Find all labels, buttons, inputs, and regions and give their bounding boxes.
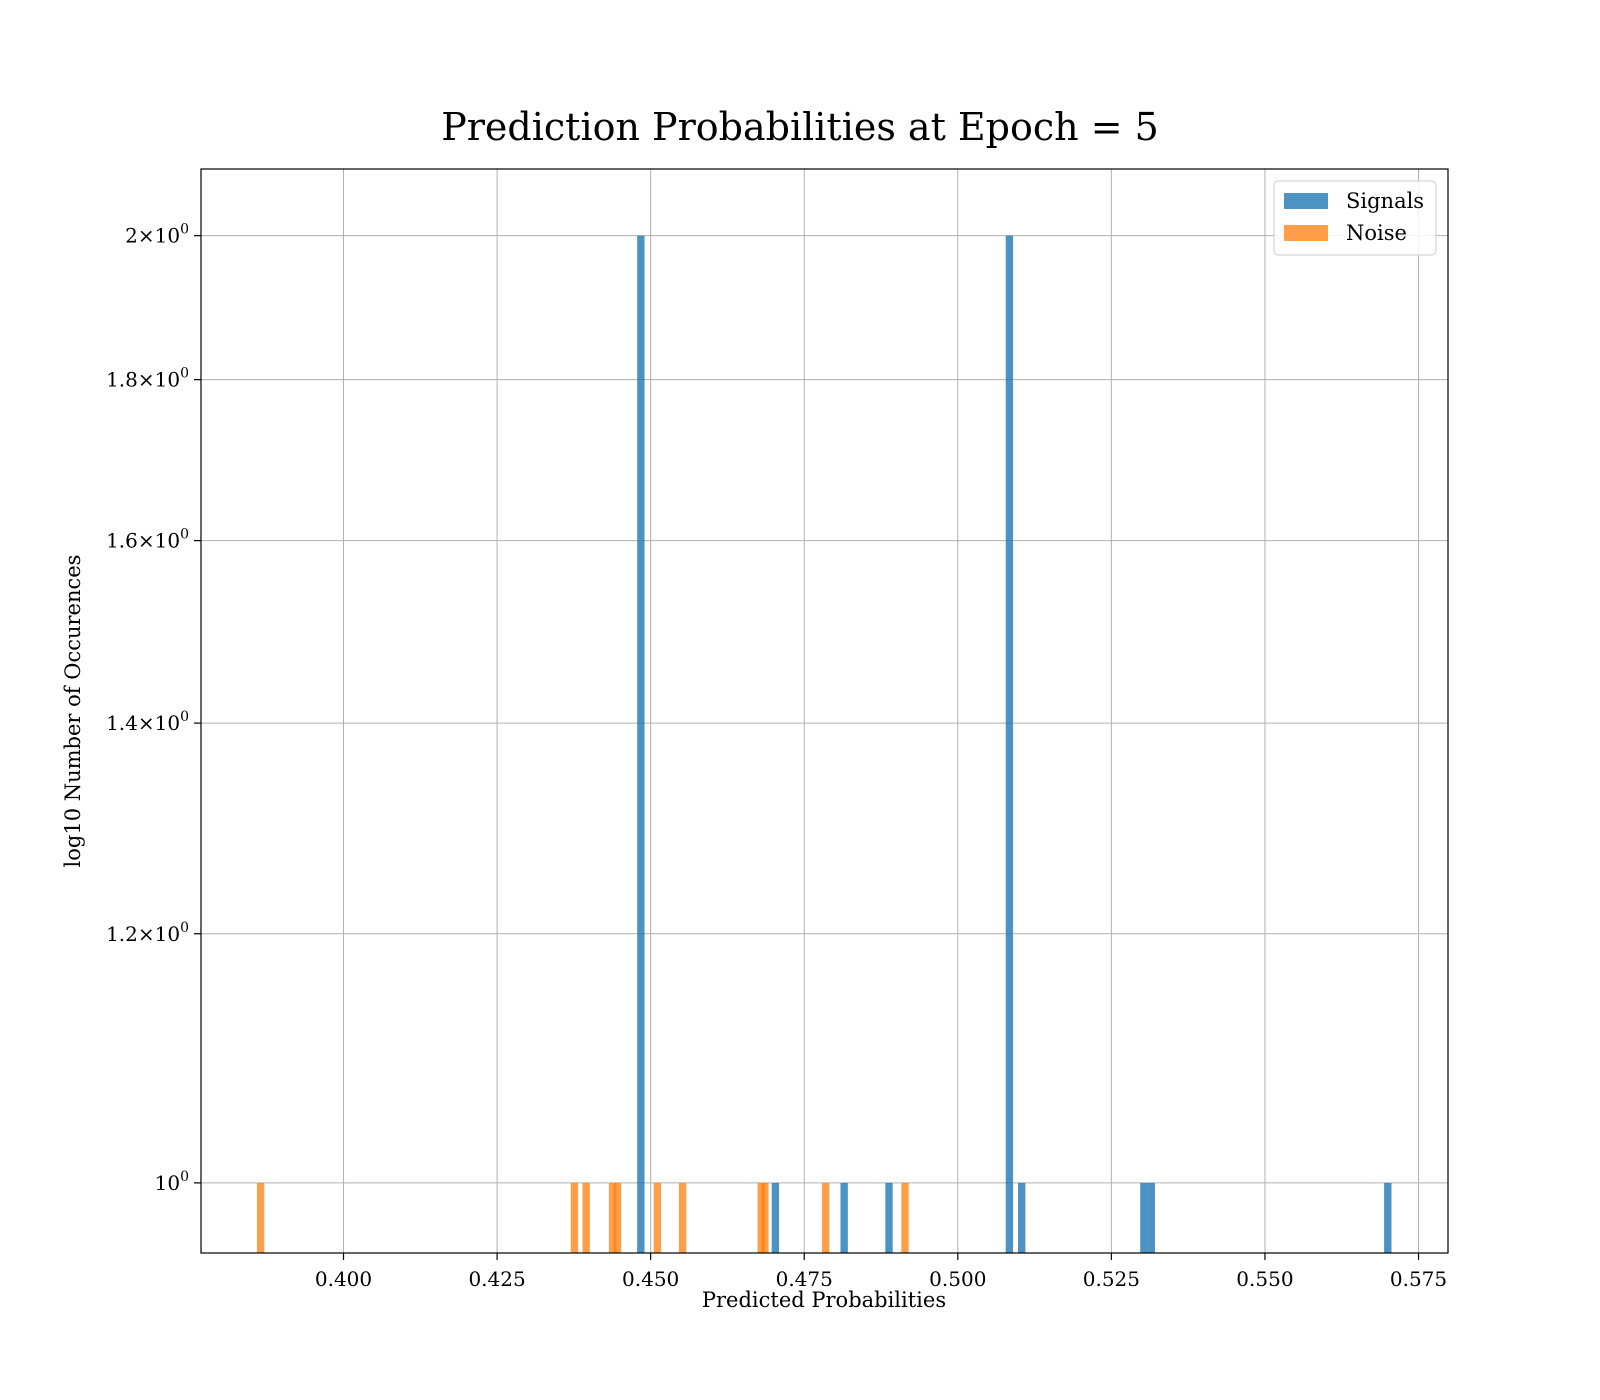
bar-signals [1018, 1182, 1026, 1253]
x-tick-label: 0.425 [468, 1267, 525, 1291]
legend-swatch [1284, 225, 1328, 241]
bar-noise [761, 1182, 769, 1253]
x-tick-label: 0.550 [1236, 1267, 1293, 1291]
bar-noise [678, 1182, 687, 1253]
y-tick-label: 100 [155, 1169, 189, 1195]
x-tick-label: 0.525 [1083, 1267, 1140, 1291]
bar-noise [901, 1182, 909, 1253]
y-tick-label: 1.8×100 [106, 366, 189, 392]
y-tick-label: 1.4×100 [106, 709, 189, 735]
chart-title: Prediction Probabilities at Epoch = 5 [441, 105, 1159, 149]
bar-noise [613, 1182, 622, 1253]
bars [256, 235, 1392, 1253]
y-tick-label: 2×100 [125, 222, 189, 248]
bar-signals [771, 1182, 780, 1253]
x-axis: 0.400 0.425 0.450 0.475 0.500 0.525 0.550 0.575 [315, 1253, 1447, 1291]
y-axis: 2×100 1.8×100 1.6×100 1.4×100 1.2×100 100 [106, 222, 201, 1195]
legend-swatch [1284, 193, 1328, 209]
x-tick-label: 0.500 [929, 1267, 986, 1291]
bar-signals [637, 235, 645, 1253]
bar-signals [1147, 1182, 1155, 1253]
y-tick-label: 1.6×100 [106, 527, 189, 553]
legend: Signals Noise [1273, 180, 1437, 256]
bar-noise [582, 1182, 590, 1253]
bar-noise [822, 1182, 830, 1253]
y-axis-label: log10 Number of Occurences [61, 555, 85, 868]
bar-signals [1140, 1182, 1148, 1253]
x-tick-label: 0.450 [622, 1267, 679, 1291]
x-tick-label: 0.575 [1390, 1267, 1447, 1291]
bar-signals [840, 1182, 848, 1253]
bar-signals [1384, 1182, 1392, 1253]
legend-label: Noise [1346, 221, 1407, 245]
plot-frame [200, 168, 1449, 1254]
y-tick-label: 1.2×100 [106, 920, 189, 946]
bar-signals [1005, 235, 1014, 1253]
bar-noise [256, 1182, 265, 1253]
legend-label: Signals [1346, 189, 1424, 213]
bar-noise [570, 1182, 579, 1253]
bar-noise [757, 1182, 765, 1253]
x-axis-label: Predicted Probabilities [702, 1288, 946, 1312]
bar-noise [653, 1182, 662, 1253]
grid [201, 169, 1448, 1253]
bar-noise [608, 1182, 617, 1253]
bar-signals [885, 1182, 893, 1253]
x-tick-label: 0.400 [315, 1267, 372, 1291]
x-tick-label: 0.475 [776, 1267, 833, 1291]
